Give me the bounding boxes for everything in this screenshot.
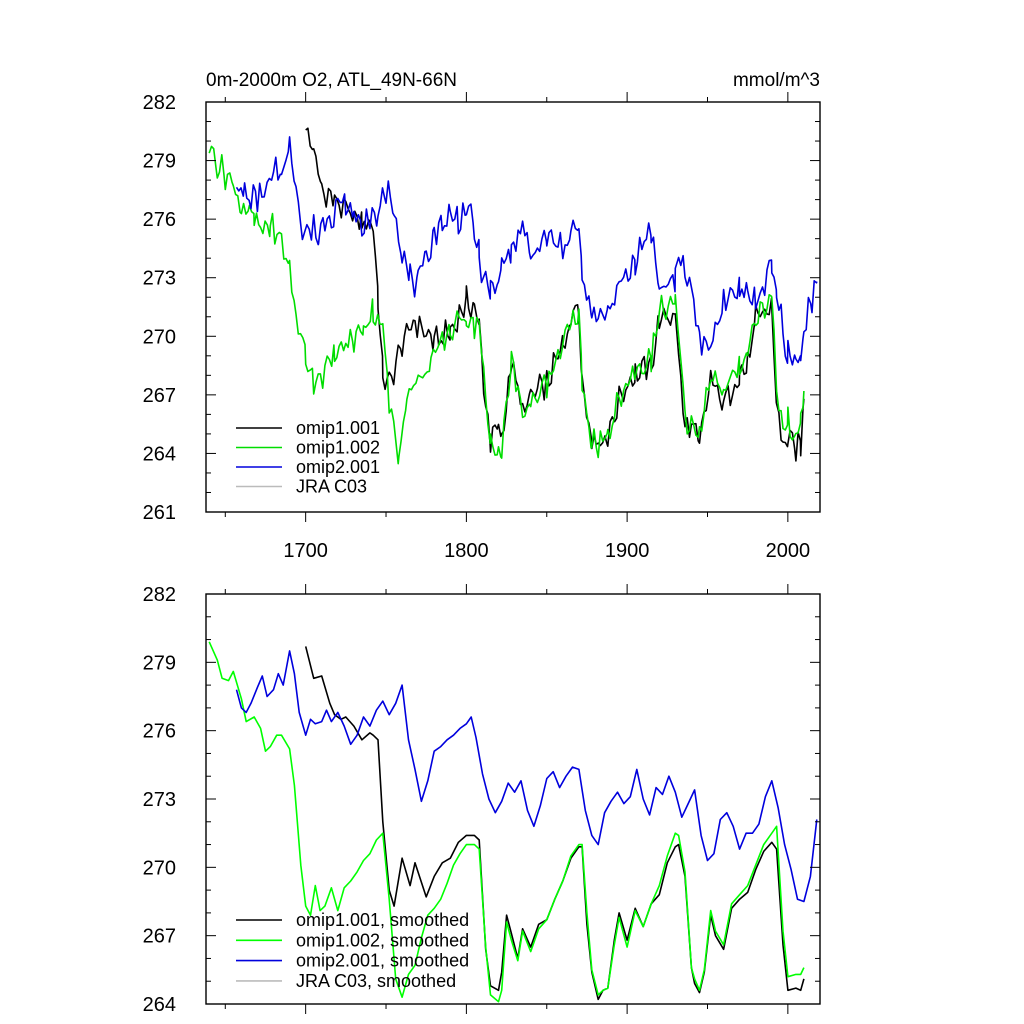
- top-panel: 0m-2000m O2, ATL_49N-66N mmol/m^3 261 264…: [143, 70, 821, 562]
- y-tick-label: 276: [143, 209, 176, 231]
- series-layer: [208, 641, 818, 1003]
- y-tick-label: 264: [143, 443, 176, 465]
- y-tick-label: 282: [143, 92, 176, 114]
- y-tick-label: 261: [143, 502, 176, 524]
- legend-label: JRA C03: [296, 477, 367, 497]
- chart-title: 0m-2000m O2, ATL_49N-66N: [206, 70, 457, 91]
- legend-label: omip2.001: [296, 457, 380, 477]
- plot-area: 264 267 270 273 276 279 282: [143, 584, 820, 1016]
- series-line: [235, 136, 818, 366]
- series-layer: [208, 127, 818, 465]
- x-tick-label: 1900: [605, 540, 650, 562]
- y-tick-label: 282: [143, 584, 176, 606]
- y-tick-label: 273: [143, 789, 176, 811]
- y-tick-label: 264: [143, 994, 176, 1016]
- legend-label: JRA C03, smoothed: [296, 971, 456, 991]
- bottom-panel: 264 267 270 273 276 279 282 omip1.001, smoothe…: [143, 584, 821, 1016]
- units-label: mmol/m^3: [733, 70, 820, 91]
- x-tick-label: 1700: [283, 540, 328, 562]
- y-tick-label: 276: [143, 721, 176, 743]
- legend-label: omip1.002: [296, 438, 380, 458]
- y-tick-label: 273: [143, 268, 176, 290]
- x-tick-label: 2000: [766, 540, 811, 562]
- y-tick-label: 270: [143, 857, 176, 879]
- plot-frame: [205, 101, 821, 513]
- x-tick-label: 1800: [444, 540, 489, 562]
- y-tick-label: 279: [143, 652, 176, 674]
- legend-label: omip1.002, smoothed: [296, 930, 469, 950]
- legend-label: omip1.001, smoothed: [296, 910, 469, 930]
- series-line: [235, 650, 818, 903]
- series-line: [305, 127, 805, 462]
- y-tick-label: 270: [143, 326, 176, 348]
- y-tick-label: 267: [143, 385, 176, 407]
- y-tick-label: 279: [143, 151, 176, 173]
- plot-area: 261 264 267 270 273 276 279 282 1700 1800 1900 2000: [143, 92, 820, 562]
- y-tick-label: 267: [143, 926, 176, 948]
- series-line: [208, 145, 805, 465]
- plot-frame: [205, 593, 821, 1005]
- legend-label: omip1.001: [296, 418, 380, 438]
- legend-label: omip2.001, smoothed: [296, 951, 469, 971]
- series-line: [208, 641, 805, 1003]
